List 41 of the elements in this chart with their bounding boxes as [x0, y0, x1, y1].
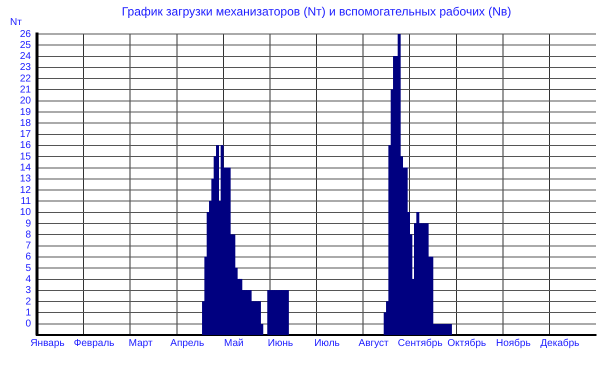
y-tick-label: 13	[20, 174, 32, 185]
x-tick-label: Март	[128, 338, 154, 349]
y-tick-label: 7	[25, 240, 32, 252]
y-tick-label: 23	[20, 62, 32, 74]
y-tick-label: 8	[25, 229, 32, 240]
y-tick-label: 5	[25, 262, 32, 274]
y-tick-label: 16	[20, 140, 32, 152]
y-tick-label: 15	[20, 151, 32, 162]
y-tick-label: 12	[20, 184, 32, 196]
y-tick-label: 6	[25, 252, 32, 263]
y-tick-label: 11	[20, 196, 32, 207]
y-tick-label: 26	[20, 28, 32, 40]
y-tick-label: 22	[20, 73, 32, 84]
x-tick-label: Апрель	[170, 338, 204, 349]
x-tick-label: Декабрь	[540, 338, 580, 349]
y-tick-label: 17	[20, 129, 32, 140]
y-tick-label: 19	[20, 106, 32, 118]
y-tick-label: 24	[20, 51, 32, 62]
x-tick-label: Февраль	[74, 338, 114, 349]
y-tick-label: 3	[25, 285, 32, 296]
y-tick-label: 18	[20, 118, 32, 129]
y-tick-label: 4	[25, 274, 32, 286]
x-tick-label: Июнь	[268, 338, 294, 349]
x-tick-label: Июль	[314, 338, 340, 349]
y-tick-label: 25	[20, 40, 32, 51]
x-tick-label: Май	[224, 338, 244, 349]
y-tick-label: 14	[20, 162, 32, 174]
y-tick-label: 9	[25, 218, 32, 230]
y-tick-label: 21	[20, 84, 32, 96]
x-tick-label: Январь	[30, 338, 65, 349]
y-tick-label: 10	[20, 207, 32, 218]
y-tick-label: 1	[25, 307, 32, 318]
y-tick-label: 0	[25, 318, 32, 330]
y-tick-label: 2	[25, 296, 32, 308]
chart-title: График загрузки механизаторов (Nт) и вспомогательных рабочих (Nв)	[122, 4, 512, 18]
x-tick-label: Октябрь	[447, 338, 486, 349]
x-tick-label: Август	[358, 338, 390, 349]
y-axis-title: Nт	[10, 16, 22, 28]
x-tick-label: Ноябрь	[496, 338, 531, 349]
y-tick-label: 20	[20, 96, 32, 107]
x-tick-label: Сентябрь	[398, 338, 443, 349]
